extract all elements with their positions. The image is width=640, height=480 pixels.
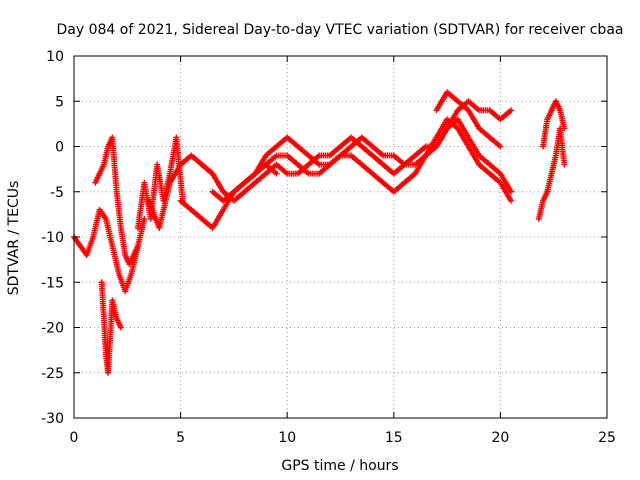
axis-ticks: 0 5 10 15 20 25 -30 -25 -20 -15 -10 -5 0 5 10	[41, 49, 616, 446]
chart-title: Day 084 of 2021, Sidereal Day-to-day VTE…	[57, 22, 624, 38]
x-tick-label: 0	[70, 430, 79, 446]
series-track-b	[92, 134, 141, 268]
data-marks	[71, 89, 568, 376]
series-track-d	[134, 134, 186, 231]
plot-frame	[73, 55, 608, 419]
y-tick-label: -30	[41, 411, 64, 427]
x-tick-label: 20	[491, 430, 509, 446]
data-point	[273, 170, 280, 177]
series-track-k	[535, 125, 568, 222]
x-tick-label: 5	[176, 430, 185, 446]
data-point	[508, 197, 515, 204]
data-point	[561, 125, 568, 132]
grid-lines	[74, 56, 607, 418]
data-point	[497, 143, 504, 150]
data-point	[561, 161, 568, 168]
series-track-j	[433, 89, 504, 150]
series-track-c	[98, 279, 124, 376]
x-tick-label: 25	[598, 430, 616, 446]
y-tick-label: -10	[41, 230, 64, 246]
y-axis-label: SDTVAR / TECUs	[6, 181, 22, 296]
y-tick-label: -5	[50, 185, 64, 201]
y-tick-label: 0	[55, 140, 64, 156]
series-track-i	[209, 116, 515, 204]
x-tick-label: 15	[385, 430, 403, 446]
x-axis-label: GPS time / hours	[281, 458, 398, 474]
y-tick-label: -15	[41, 275, 64, 291]
y-tick-label: 10	[46, 49, 64, 65]
y-tick-label: -25	[41, 366, 64, 382]
data-point	[508, 188, 515, 195]
y-tick-label: 5	[55, 94, 64, 110]
x-tick-label: 10	[278, 430, 296, 446]
data-point	[134, 243, 141, 250]
data-point	[508, 107, 515, 114]
data-point	[117, 324, 124, 331]
data-point	[141, 215, 148, 222]
y-tick-label: -20	[41, 321, 64, 337]
series-track-l	[540, 98, 568, 150]
